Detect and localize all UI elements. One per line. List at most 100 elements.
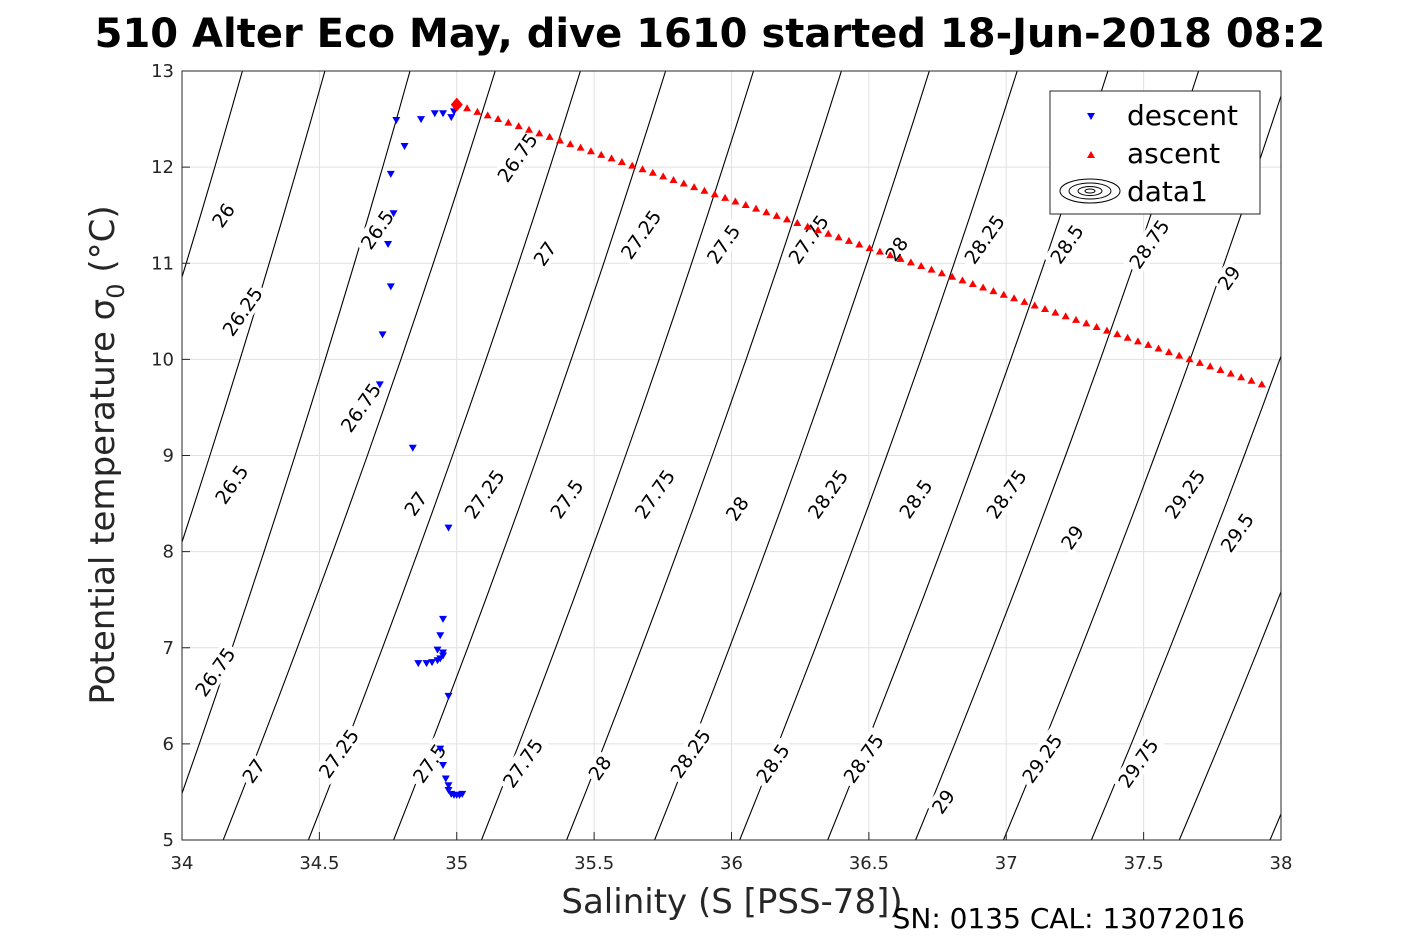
- ascent-point: [906, 258, 915, 266]
- legend-descent-label: descent: [1127, 99, 1238, 132]
- y-tick-label: 5: [163, 830, 174, 851]
- contour-label-backdrop: [892, 472, 939, 526]
- contour-label-backdrop: [957, 207, 1011, 271]
- contour-label-backdrop: [926, 783, 961, 820]
- ascent-point: [473, 107, 482, 115]
- ascent-point: [483, 111, 492, 119]
- contour-line-26-25: [182, 71, 243, 279]
- ascent-point: [948, 272, 957, 280]
- ascent-point: [824, 229, 833, 237]
- ascent-point: [772, 211, 781, 219]
- ascent-point: [659, 172, 668, 180]
- contour-label-backdrop: [188, 640, 242, 704]
- x-tick-label: 35: [445, 853, 468, 874]
- descent-point: [408, 444, 417, 452]
- ascent-point: [958, 276, 967, 284]
- contour-label-backdrop: [490, 126, 544, 189]
- descent-point: [447, 114, 456, 122]
- ascent-point: [1020, 297, 1029, 305]
- contour-line-27-75: [480, 71, 755, 840]
- descent-point: [433, 657, 442, 665]
- descent-series: [375, 108, 467, 799]
- y-tick-label: 8: [163, 542, 174, 563]
- contour-label-backdrop: [699, 217, 747, 271]
- ascent-point: [979, 283, 988, 291]
- ascent-point: [1195, 358, 1204, 366]
- descent-point: [400, 142, 409, 150]
- contour-line-29-5: [1090, 354, 1281, 840]
- descent-point: [458, 790, 467, 798]
- ascent-point: [865, 244, 874, 252]
- ascent-point: [1102, 326, 1111, 334]
- density-contours: [182, 71, 1281, 840]
- contour-label-backdrop: [496, 731, 550, 795]
- contour-label-backdrop: [398, 485, 433, 522]
- ascent-point: [1226, 369, 1235, 377]
- descent-point: [386, 283, 395, 291]
- y-tick-label: 9: [163, 446, 174, 467]
- contour-line-29-75: [1178, 590, 1281, 840]
- contour-label-backdrop: [1211, 259, 1246, 296]
- ascent-point: [793, 218, 802, 226]
- ascent-point: [721, 193, 730, 201]
- ascent-point: [1123, 333, 1132, 341]
- contour-label-backdrop: [628, 462, 682, 526]
- descent-point: [417, 116, 426, 124]
- ascent-point: [514, 122, 523, 130]
- contour-label-backdrop: [781, 207, 835, 271]
- legend: descent ascent data1: [1049, 90, 1261, 215]
- ascent-point: [783, 215, 792, 223]
- ascent-point: [463, 104, 472, 112]
- ascent-point: [1092, 322, 1101, 330]
- ascent-point: [886, 251, 895, 259]
- ascent-point: [937, 269, 946, 277]
- ascent-point: [1164, 348, 1173, 356]
- descent-point: [389, 210, 398, 218]
- descent-point: [444, 782, 453, 790]
- contour-label-backdrop: [1111, 731, 1165, 795]
- x-tick-label: 36.5: [849, 853, 889, 874]
- descent-point: [414, 660, 423, 668]
- x-tick-label: 37: [995, 853, 1018, 874]
- y-tick-label: 13: [151, 61, 174, 82]
- descent-point: [422, 660, 431, 668]
- contour-label-backdrop: [614, 203, 668, 266]
- contour-label-backdrop: [749, 736, 797, 790]
- ascent-point: [576, 143, 585, 151]
- contour-label-backdrop: [663, 722, 717, 785]
- ascent-point: [669, 175, 678, 183]
- ascent-point: [1185, 355, 1194, 363]
- ascent-point: [628, 161, 637, 169]
- descent-point: [444, 787, 453, 795]
- ascent-point: [586, 147, 595, 155]
- contour-label-backdrop: [215, 280, 269, 343]
- ascent-point: [700, 186, 709, 194]
- ascent-point: [741, 201, 750, 209]
- ascent-start-marker: [450, 97, 463, 112]
- descent-point: [386, 170, 395, 178]
- descent-point: [430, 110, 439, 118]
- legend-ascent-label: ascent: [1127, 137, 1220, 170]
- contour-label-backdrop: [206, 197, 241, 233]
- contour-label-backdrop: [979, 462, 1033, 526]
- legend-data1-label: data1: [1127, 175, 1208, 208]
- legend-descent-marker: [1087, 113, 1095, 120]
- x-axis-label: Salinity (S [PSS-78]): [561, 882, 902, 922]
- ascent-point: [1082, 319, 1091, 327]
- y-tick-label: 12: [151, 157, 174, 178]
- ascent-point: [1133, 337, 1142, 345]
- contour-line-28: [566, 71, 842, 840]
- descent-point: [439, 110, 448, 118]
- ascent-point: [638, 165, 647, 173]
- ascent-point: [1206, 362, 1215, 370]
- contour-line-27: [222, 71, 496, 840]
- x-tick-label: 35.5: [574, 853, 614, 874]
- contour-line-27-5: [393, 71, 667, 840]
- chart-title: 510 Alter Eco May, dive 1610 started 18-…: [95, 11, 1326, 57]
- contour-line-26-75: [182, 71, 411, 795]
- ascent-point: [1175, 351, 1184, 359]
- ascent-point: [803, 222, 812, 230]
- ascent-point: [494, 114, 503, 122]
- contour-label-backdrop: [353, 202, 401, 257]
- ascent-point: [566, 140, 575, 148]
